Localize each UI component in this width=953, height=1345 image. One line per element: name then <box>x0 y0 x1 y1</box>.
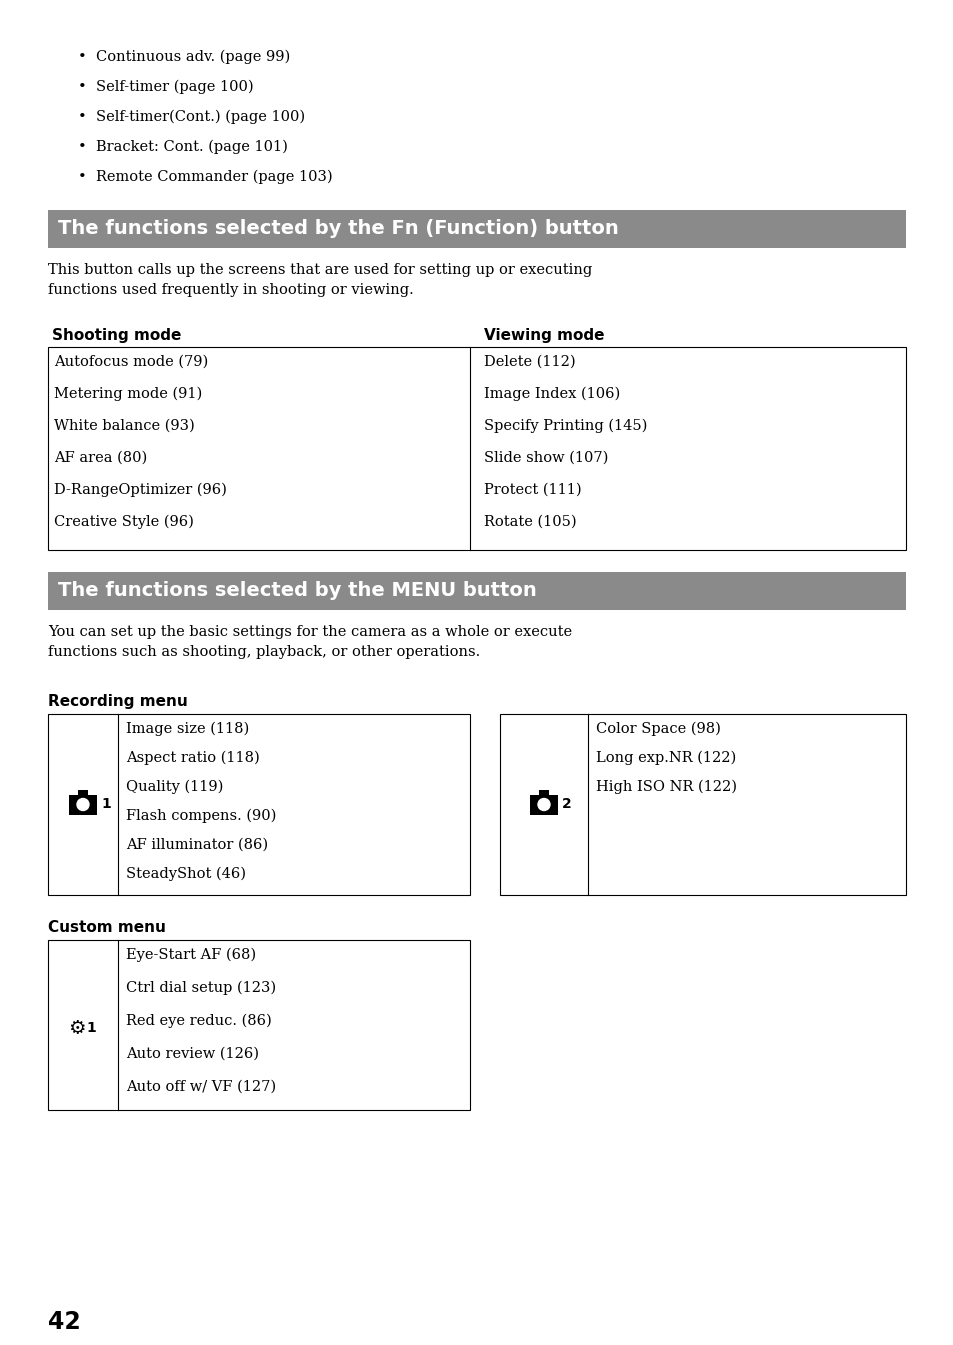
Bar <box>538 790 548 795</box>
Bar <box>48 572 905 611</box>
Text: 1: 1 <box>101 798 111 811</box>
Text: High ISO NR (122): High ISO NR (122) <box>596 780 737 795</box>
Text: Ctrl dial setup (123): Ctrl dial setup (123) <box>126 981 275 995</box>
Text: •  Self-timer(Cont.) (page 100): • Self-timer(Cont.) (page 100) <box>78 110 305 124</box>
Text: Metering mode (91): Metering mode (91) <box>54 387 202 401</box>
Text: •  Continuous adv. (page 99): • Continuous adv. (page 99) <box>78 50 290 65</box>
Text: 1: 1 <box>86 1021 95 1036</box>
Text: Shooting mode: Shooting mode <box>52 328 181 343</box>
Bar <box>48 714 470 894</box>
Text: White balance (93): White balance (93) <box>54 420 194 433</box>
Text: SteadyShot (46): SteadyShot (46) <box>126 868 246 881</box>
Text: The functions selected by the Fn (Function) button: The functions selected by the Fn (Functi… <box>58 219 618 238</box>
Text: AF illuminator (86): AF illuminator (86) <box>126 838 268 851</box>
Bar <box>499 714 905 894</box>
Text: Rotate (105): Rotate (105) <box>483 515 576 529</box>
Text: This button calls up the screens that are used for setting up or executing
funct: This button calls up the screens that ar… <box>48 264 592 297</box>
Text: 2: 2 <box>561 798 571 811</box>
Text: Image size (118): Image size (118) <box>126 722 249 737</box>
Text: Image Index (106): Image Index (106) <box>483 387 619 401</box>
Text: •  Remote Commander (page 103): • Remote Commander (page 103) <box>78 169 333 184</box>
Circle shape <box>537 799 550 811</box>
Bar <box>48 347 905 550</box>
Text: The functions selected by the MENU button: The functions selected by the MENU butto… <box>58 581 537 600</box>
Text: Autofocus mode (79): Autofocus mode (79) <box>54 355 208 369</box>
Text: •  Bracket: Cont. (page 101): • Bracket: Cont. (page 101) <box>78 140 288 155</box>
Text: Quality (119): Quality (119) <box>126 780 223 795</box>
Text: Long exp.NR (122): Long exp.NR (122) <box>596 751 736 765</box>
Circle shape <box>77 799 89 811</box>
Text: D-RangeOptimizer (96): D-RangeOptimizer (96) <box>54 483 227 498</box>
Bar <box>78 790 88 795</box>
Text: Slide show (107): Slide show (107) <box>483 451 608 465</box>
Text: Aspect ratio (118): Aspect ratio (118) <box>126 751 259 765</box>
Bar <box>48 940 470 1110</box>
Text: Red eye reduc. (86): Red eye reduc. (86) <box>126 1014 272 1029</box>
Text: Recording menu: Recording menu <box>48 694 188 709</box>
Bar <box>530 795 558 815</box>
Text: Custom menu: Custom menu <box>48 920 166 935</box>
Text: Creative Style (96): Creative Style (96) <box>54 515 193 530</box>
Text: Delete (112): Delete (112) <box>483 355 575 369</box>
Text: Eye-Start AF (68): Eye-Start AF (68) <box>126 948 255 963</box>
Text: You can set up the basic settings for the camera as a whole or execute
functions: You can set up the basic settings for th… <box>48 625 572 659</box>
Text: 42: 42 <box>48 1310 81 1334</box>
Text: Color Space (98): Color Space (98) <box>596 722 720 737</box>
Text: ⚙: ⚙ <box>69 1018 86 1037</box>
Text: Auto off w/ VF (127): Auto off w/ VF (127) <box>126 1080 275 1093</box>
Text: Flash compens. (90): Flash compens. (90) <box>126 808 276 823</box>
Text: •  Self-timer (page 100): • Self-timer (page 100) <box>78 79 253 94</box>
Text: AF area (80): AF area (80) <box>54 451 147 465</box>
Text: Protect (111): Protect (111) <box>483 483 581 498</box>
Bar <box>69 795 97 815</box>
Bar <box>48 210 905 247</box>
Text: Specify Printing (145): Specify Printing (145) <box>483 420 647 433</box>
Text: Auto review (126): Auto review (126) <box>126 1046 258 1061</box>
Text: Viewing mode: Viewing mode <box>483 328 604 343</box>
